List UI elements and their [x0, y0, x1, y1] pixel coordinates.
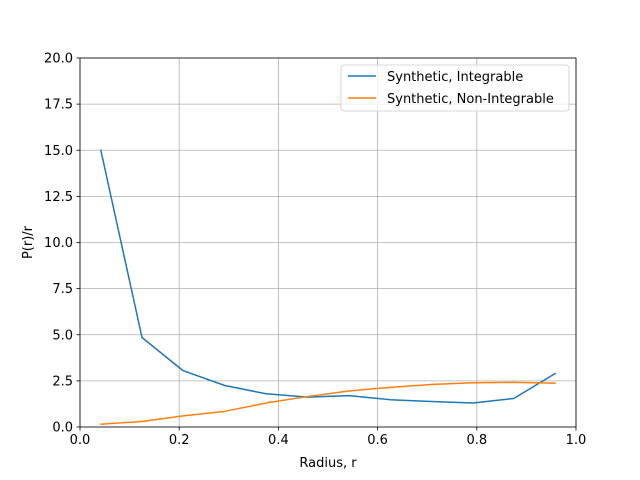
x-tick-label: 0.0: [70, 433, 91, 448]
y-tick-label: 2.5: [52, 374, 73, 389]
y-tick-label: 20.0: [44, 52, 73, 67]
y-tick-label: 7.5: [52, 282, 73, 297]
x-tick-label: 0.2: [169, 433, 190, 448]
series-line-non-integrable: [100, 381, 556, 426]
y-tick-label: 0.0: [52, 421, 73, 436]
y-tick-label: 15.0: [44, 144, 73, 159]
x-axis-label: Radius, r: [299, 456, 357, 471]
x-axis-ticks: 0.0 0.2 0.4 0.6 0.8 1.0: [70, 427, 587, 448]
legend: Synthetic, Integrable Synthetic, Non-Int…: [340, 64, 570, 112]
legend-label-integrable: Synthetic, Integrable: [387, 70, 523, 85]
y-tick-label: 12.5: [44, 190, 73, 205]
x-tick-label: 0.4: [268, 433, 289, 448]
x-tick-label: 0.8: [466, 433, 487, 448]
y-tick-label: 10.0: [44, 236, 73, 251]
legend-box: [340, 64, 570, 112]
y-tick-label: 17.5: [44, 98, 73, 113]
y-axis-ticks: 0.0 2.5 5.0 7.5 10.0 12.5 15.0 17.5 20.0: [44, 52, 80, 436]
x-tick-label: 1.0: [566, 433, 587, 448]
series-line-integrable: [99, 149, 557, 404]
y-axis-label: P(r)/r: [21, 225, 36, 259]
x-tick-label: 0.6: [367, 433, 388, 448]
legend-label-non-integrable: Synthetic, Non-Integrable: [387, 92, 554, 107]
y-tick-label: 5.0: [52, 328, 73, 343]
series-lines: [99, 149, 557, 426]
